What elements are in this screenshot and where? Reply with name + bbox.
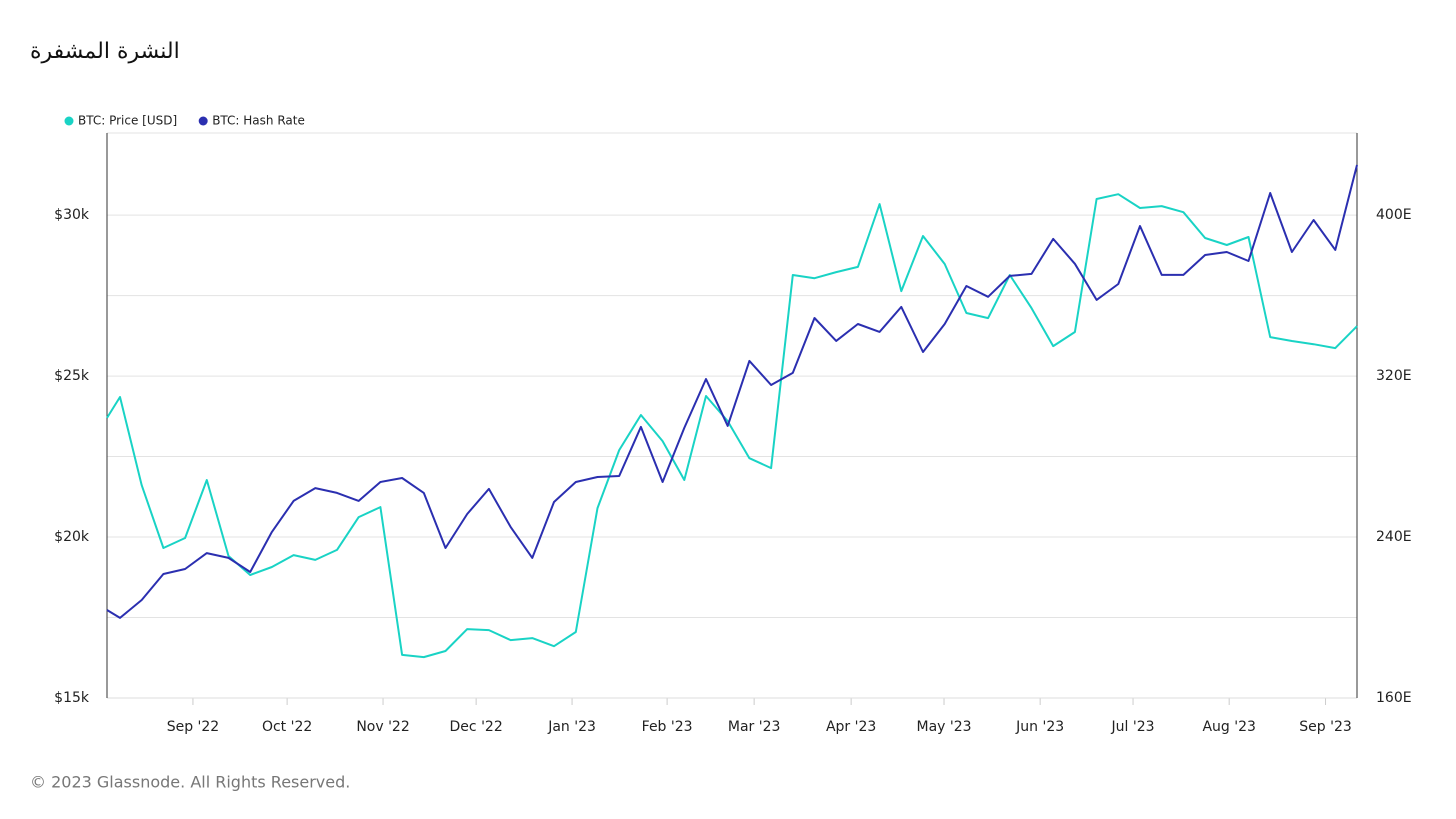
legend-label: BTC: Price [USD] — [78, 114, 177, 128]
x-tick-label: Feb '23 — [642, 719, 693, 735]
chart-title: النشرة المشفرة — [30, 39, 180, 64]
y2-tick-label: 240E — [1376, 529, 1412, 545]
x-tick-label: Jul '23 — [1111, 719, 1155, 735]
x-tick-label: Apr '23 — [826, 719, 876, 735]
y2-tick-label: 320E — [1376, 368, 1412, 384]
series-line — [106, 164, 1358, 619]
x-tick-label: Mar '23 — [728, 719, 781, 735]
x-tick-label: Sep '22 — [167, 719, 220, 735]
x-tick-label: Aug '23 — [1202, 719, 1255, 735]
y-tick-label: $15k — [54, 690, 90, 706]
y-tick-label: $30k — [54, 207, 90, 223]
x-tick-label: Jun '23 — [1015, 719, 1064, 735]
y-tick-label: $25k — [54, 368, 90, 384]
x-tick-label: May '23 — [916, 719, 971, 735]
y2-tick-label: 400E — [1376, 207, 1412, 223]
x-tick-label: Oct '22 — [262, 719, 312, 735]
legend-swatch — [64, 116, 74, 126]
legend-label: BTC: Hash Rate — [212, 114, 305, 128]
legend-swatch — [198, 116, 208, 126]
x-tick-label: Jan '23 — [547, 719, 596, 735]
x-tick-label: Nov '22 — [356, 719, 409, 735]
footer: © 2023 Glassnode. All Rights Reserved. — [30, 773, 350, 792]
series-line — [106, 193, 1358, 659]
x-tick-label: Sep '23 — [1299, 719, 1352, 735]
x-tick-label: Dec '22 — [450, 719, 503, 735]
y2-tick-label: 160E — [1376, 690, 1412, 706]
y-tick-label: $20k — [54, 529, 90, 545]
